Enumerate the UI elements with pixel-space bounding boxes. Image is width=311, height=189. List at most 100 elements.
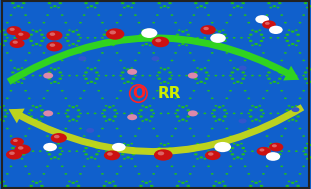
Circle shape [145,106,148,108]
Circle shape [21,7,23,9]
Circle shape [40,109,44,112]
Circle shape [306,67,309,69]
Circle shape [11,147,15,149]
Circle shape [259,149,264,152]
Circle shape [196,67,199,69]
Circle shape [160,188,162,189]
Circle shape [295,29,298,31]
Circle shape [123,188,126,189]
Circle shape [90,5,93,7]
Circle shape [0,43,2,45]
Circle shape [210,33,226,43]
Circle shape [16,81,20,83]
Circle shape [95,71,99,74]
Circle shape [24,75,27,76]
Circle shape [13,188,16,189]
Circle shape [211,37,214,39]
Circle shape [132,2,135,4]
Circle shape [50,82,53,84]
Circle shape [119,14,122,16]
Circle shape [278,147,282,149]
Circle shape [101,128,104,129]
Circle shape [306,82,309,84]
Circle shape [116,98,118,99]
Circle shape [16,68,20,70]
Circle shape [64,128,67,129]
Circle shape [260,185,263,187]
Circle shape [254,106,258,108]
Circle shape [272,5,276,7]
Circle shape [121,77,124,80]
Circle shape [196,7,199,9]
Circle shape [196,188,199,189]
Circle shape [113,34,117,36]
Circle shape [167,37,170,39]
Circle shape [267,77,271,80]
Circle shape [233,188,235,189]
Circle shape [130,67,133,69]
Circle shape [236,156,240,159]
Circle shape [79,112,82,114]
Circle shape [309,68,311,70]
Circle shape [258,105,261,107]
Circle shape [193,90,195,92]
Circle shape [167,67,170,69]
Circle shape [13,7,16,9]
Circle shape [229,14,232,16]
Circle shape [215,29,217,31]
Circle shape [46,60,49,61]
Circle shape [272,68,276,70]
Circle shape [145,43,148,45]
Circle shape [28,128,31,129]
Circle shape [46,14,49,16]
Circle shape [233,143,235,144]
Circle shape [218,106,221,108]
Circle shape [269,154,274,157]
Circle shape [144,30,150,33]
Circle shape [13,143,16,144]
Circle shape [57,112,60,114]
Circle shape [208,152,213,156]
Circle shape [309,156,311,159]
Circle shape [284,52,287,54]
Circle shape [6,52,9,54]
Circle shape [10,14,12,16]
Circle shape [101,173,104,175]
Circle shape [112,143,126,151]
Circle shape [145,30,148,33]
Circle shape [278,77,282,80]
Circle shape [139,109,143,112]
Circle shape [58,71,62,74]
Circle shape [291,119,295,121]
Circle shape [132,71,135,74]
Circle shape [61,0,64,1]
Circle shape [168,71,172,74]
Circle shape [241,147,245,149]
Circle shape [167,7,170,9]
Circle shape [299,98,301,99]
Circle shape [86,158,89,160]
Circle shape [86,112,89,114]
Circle shape [196,82,199,84]
Circle shape [272,144,277,147]
Circle shape [157,71,161,74]
Circle shape [46,0,49,1]
Circle shape [94,67,96,69]
Circle shape [196,37,199,39]
Circle shape [112,75,115,76]
Circle shape [3,185,7,187]
Circle shape [83,150,86,152]
Circle shape [223,185,227,187]
Circle shape [239,66,247,70]
Circle shape [121,147,124,149]
Circle shape [214,142,231,152]
Circle shape [258,17,263,20]
Circle shape [48,71,51,74]
Circle shape [83,90,86,92]
Circle shape [150,34,154,36]
Circle shape [35,106,39,108]
Circle shape [121,153,124,155]
Circle shape [6,37,9,39]
Circle shape [277,158,280,160]
Circle shape [22,147,26,149]
